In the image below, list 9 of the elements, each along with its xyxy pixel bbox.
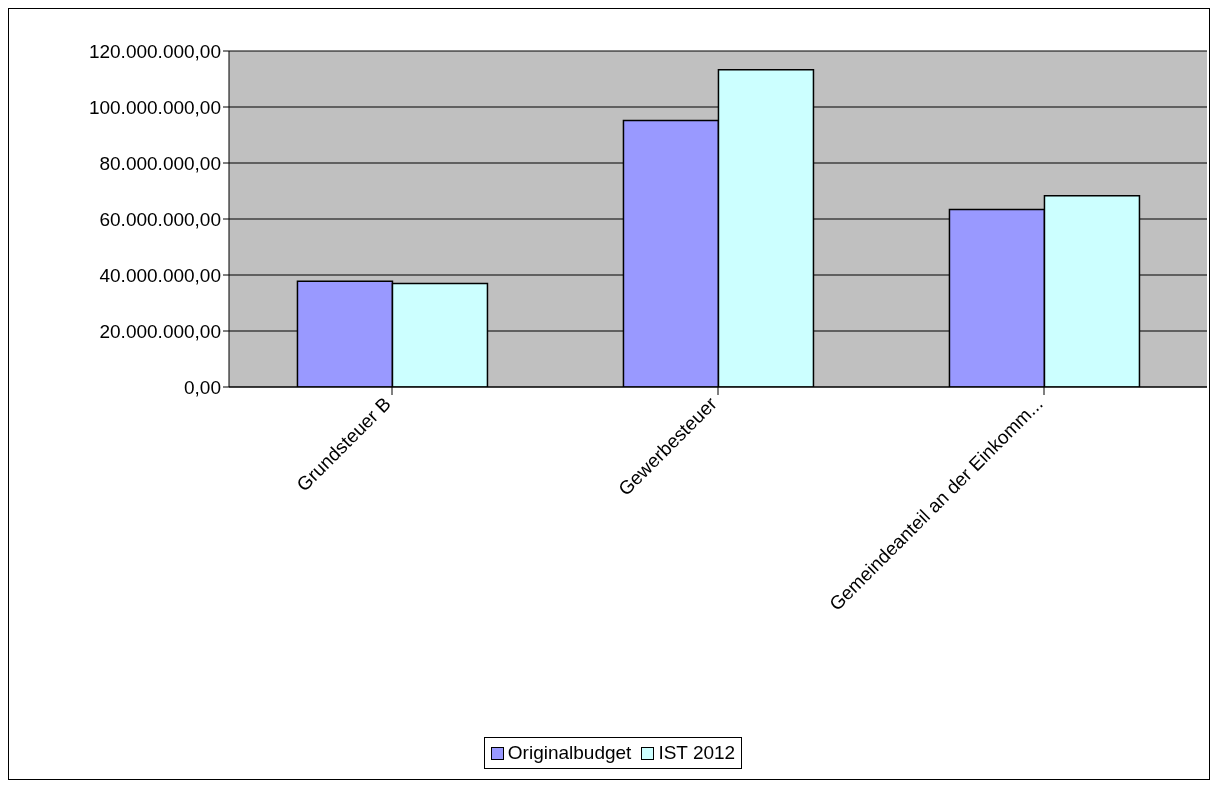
y-tick-label: 100.000.000,00 bbox=[88, 96, 221, 118]
legend-label: IST 2012 bbox=[657, 742, 736, 764]
y-tick-label: 40.000.000,00 bbox=[99, 264, 221, 286]
legend-label: Originalbudget bbox=[506, 742, 632, 764]
y-tick-label: 0,00 bbox=[184, 376, 221, 398]
y-tick-label: 20.000.000,00 bbox=[99, 320, 221, 342]
y-tick-label: 80.000.000,00 bbox=[99, 152, 221, 174]
y-tick-label: 120.000.000,00 bbox=[88, 40, 221, 62]
y-tick-label: 60.000.000,00 bbox=[99, 208, 221, 230]
